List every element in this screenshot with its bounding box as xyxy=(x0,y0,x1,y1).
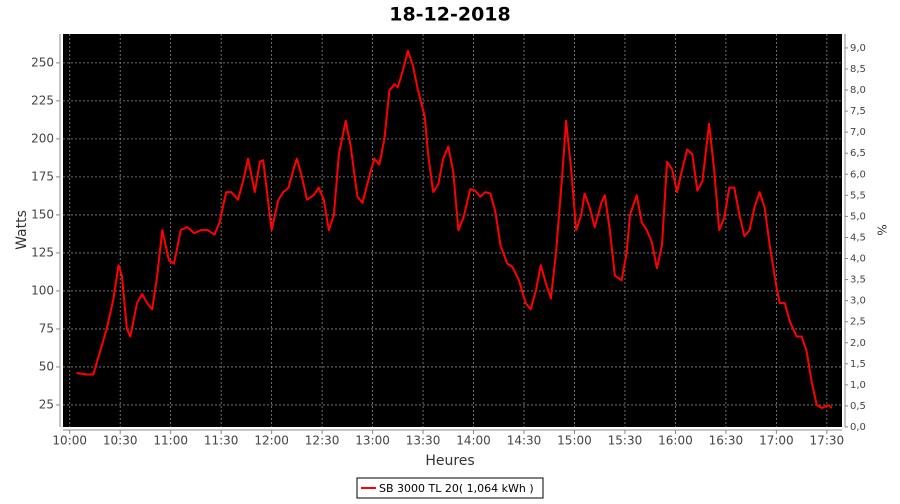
y2-tick-label: 7,0 xyxy=(850,127,866,138)
y2-tick-label: 4,0 xyxy=(850,254,866,265)
y2-tick-label: 8,5 xyxy=(850,64,866,75)
x-tick-label: 14:30 xyxy=(507,434,542,448)
y2-tick-label: 2,0 xyxy=(850,338,866,349)
y2-tick-label: 5,5 xyxy=(850,190,866,201)
y-tick-label: 150 xyxy=(31,207,54,221)
x-tick-label: 11:30 xyxy=(204,434,239,448)
chart-title: 18-12-2018 xyxy=(389,4,511,26)
x-tick-label: 11:00 xyxy=(153,434,188,448)
y-tick-label: 225 xyxy=(31,93,54,107)
x-tick-label: 17:30 xyxy=(810,434,845,448)
x-tick-label: 13:00 xyxy=(355,434,390,448)
y2-tick-label: 6,0 xyxy=(850,169,866,180)
data-line xyxy=(76,49,833,409)
y-tick-label: 25 xyxy=(39,397,54,411)
legend-label: SB 3000 TL 20( 1,064 kWh ) xyxy=(379,482,534,495)
y2-tick-label: 4,5 xyxy=(850,232,866,243)
y2-tick-label: 1,0 xyxy=(850,380,866,391)
y-tick-label: 125 xyxy=(31,245,54,259)
x-tick-label: 12:00 xyxy=(254,434,289,448)
legend-box xyxy=(356,477,544,499)
plot-area xyxy=(63,34,842,427)
y-tick-label: 175 xyxy=(31,169,54,183)
y2-tick-label: 1,5 xyxy=(850,359,866,370)
y2-axis-label: % xyxy=(875,224,889,235)
y2-tick-label: 9,0 xyxy=(850,43,866,54)
x-tick-label: 14:00 xyxy=(456,434,491,448)
y2-tick-label: 0,5 xyxy=(850,401,866,412)
y2-tick-label: 5,0 xyxy=(850,211,866,222)
x-tick-label: 15:30 xyxy=(608,434,643,448)
x-tick-label: 12:30 xyxy=(305,434,340,448)
y-tick-label: 75 xyxy=(39,321,54,335)
x-axis-label: Heures xyxy=(425,453,474,469)
y2-tick-label: 2,5 xyxy=(850,317,866,328)
x-tick-label: 17:00 xyxy=(759,434,794,448)
y2-tick-label: 6,5 xyxy=(850,148,866,159)
y-tick-label: 50 xyxy=(39,359,54,373)
x-tick-label: 10:00 xyxy=(52,434,87,448)
y-axis-label: Watts xyxy=(14,210,30,250)
y2-tick-label: 3,5 xyxy=(850,275,866,286)
y2-tick-label: 3,0 xyxy=(850,296,866,307)
y2-tick-label: 7,5 xyxy=(850,106,866,117)
y2-tick-label: 0,0 xyxy=(850,422,866,433)
x-tick-label: 16:00 xyxy=(658,434,693,448)
y-tick-label: 250 xyxy=(31,55,54,69)
y-tick-label: 100 xyxy=(31,283,54,297)
x-tick-label: 16:30 xyxy=(709,434,744,448)
y2-tick-label: 8,0 xyxy=(850,85,866,96)
x-tick-label: 10:30 xyxy=(103,434,138,448)
x-tick-label: 15:00 xyxy=(557,434,592,448)
x-tick-label: 13:30 xyxy=(406,434,441,448)
y-tick-label: 200 xyxy=(31,131,54,145)
